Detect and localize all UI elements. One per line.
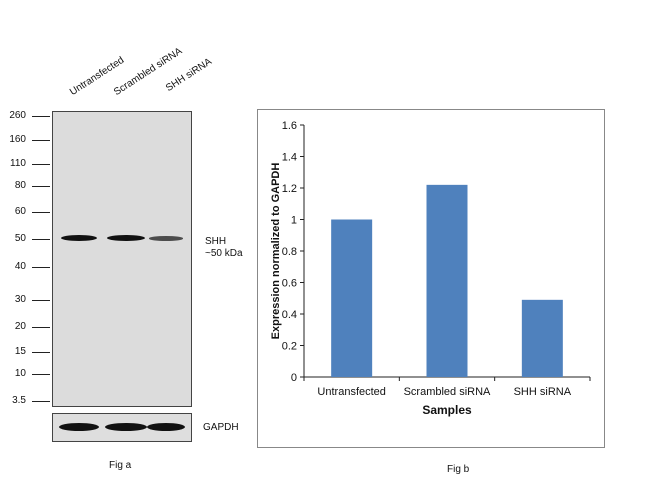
marker-label: 20 bbox=[14, 321, 26, 332]
marker-label: 60 bbox=[14, 206, 26, 217]
fig-b-caption: Fig b bbox=[447, 464, 470, 475]
gapdh-band bbox=[105, 423, 147, 431]
shh-band bbox=[107, 235, 145, 241]
x-tick-label: SHH siRNA bbox=[514, 386, 572, 398]
shh-band-name: SHH bbox=[205, 236, 227, 247]
shh-band-label: SHH ~50 kDa bbox=[205, 236, 243, 260]
y-tick-label: 0.4 bbox=[282, 309, 297, 321]
marker-tick bbox=[32, 267, 50, 268]
marker-tick bbox=[32, 374, 50, 375]
y-tick-label: 0.8 bbox=[282, 246, 297, 258]
shh-band bbox=[149, 235, 183, 241]
marker-tick bbox=[32, 327, 50, 328]
y-tick-label: 1.6 bbox=[282, 120, 297, 132]
marker-label: 3.5 bbox=[12, 395, 26, 406]
marker-tick bbox=[32, 239, 50, 240]
marker-label: 110 bbox=[10, 158, 26, 169]
y-tick-label: 0 bbox=[291, 372, 297, 384]
x-axis-title: Samples bbox=[422, 403, 472, 417]
marker-tick bbox=[32, 300, 50, 301]
marker-label: 50 bbox=[14, 233, 26, 244]
bar bbox=[426, 184, 468, 377]
marker-tick bbox=[32, 401, 50, 402]
marker-label: 260 bbox=[9, 110, 26, 121]
fig-a-caption: Fig a bbox=[109, 460, 132, 471]
y-tick-label: 0.6 bbox=[282, 278, 297, 290]
marker-tick bbox=[32, 352, 50, 353]
marker-tick bbox=[32, 164, 50, 165]
y-tick-label: 1 bbox=[291, 215, 297, 227]
gapdh-band bbox=[59, 423, 99, 431]
x-tick-label: Scrambled siRNA bbox=[404, 386, 491, 398]
marker-label: 30 bbox=[14, 294, 26, 305]
marker-tick bbox=[32, 116, 50, 117]
shh-band-size: ~50 kDa bbox=[205, 248, 243, 259]
marker-label: 10 bbox=[14, 368, 26, 379]
y-axis-title: Expression normalized to GAPDH bbox=[270, 163, 282, 340]
y-tick-label: 1.4 bbox=[282, 152, 297, 164]
marker-label: 80 bbox=[14, 180, 26, 191]
chart-frame bbox=[257, 109, 605, 448]
marker-label: 15 bbox=[14, 346, 26, 357]
marker-tick bbox=[32, 186, 50, 187]
gapdh-band bbox=[147, 423, 185, 431]
x-tick-label: Untransfected bbox=[317, 386, 385, 398]
western-blot-gapdh bbox=[52, 413, 192, 442]
marker-label: 160 bbox=[9, 134, 26, 145]
y-tick-label: 1.2 bbox=[282, 183, 297, 195]
gapdh-label: GAPDH bbox=[203, 422, 239, 433]
marker-tick bbox=[32, 140, 50, 141]
bar bbox=[331, 219, 373, 377]
marker-label: 40 bbox=[14, 261, 26, 272]
shh-band bbox=[61, 235, 97, 241]
bar-chart: 0 0.2 0.4 0.6 0.8 1 1.2 1.4 1.6 Untransfected Scra… bbox=[270, 120, 591, 417]
marker-tick bbox=[32, 212, 50, 213]
bar bbox=[521, 299, 563, 377]
y-tick-label: 0.2 bbox=[282, 341, 297, 353]
western-blot-main bbox=[52, 111, 192, 407]
